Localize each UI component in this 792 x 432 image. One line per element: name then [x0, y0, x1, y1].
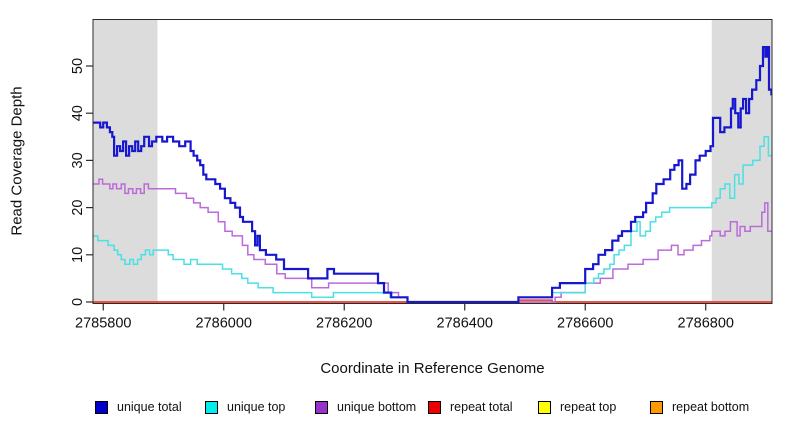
x-tick-label: 2785800: [75, 316, 131, 332]
plot-border: [92, 19, 773, 304]
y-tick-label: 10: [70, 247, 86, 263]
coverage-plot: 2785800 2786000 2786200 2786400 2786600 27868…: [70, 19, 773, 332]
legend-swatch-unique-bottom: [315, 400, 328, 414]
legend-swatch-unique-total: [95, 400, 108, 414]
legend-item-unique-bottom: unique bottom: [315, 399, 416, 415]
legend-item-repeat-bottom: repeat bottom: [650, 399, 749, 415]
x-tick-label: 2786200: [316, 316, 372, 332]
legend: unique total unique top unique bottom repea…: [0, 399, 792, 419]
legend-label-unique-top: unique top: [227, 400, 286, 414]
x-tick-label: 2786800: [678, 316, 734, 332]
y-tick-label: 20: [70, 200, 86, 216]
series-line-unique-top: [93, 136, 772, 303]
legend-label-repeat-total: repeat total: [450, 400, 513, 414]
legend-label-unique-total: unique total: [117, 400, 182, 414]
legend-swatch-repeat-top: [538, 400, 551, 414]
legend-swatch-repeat-total: [428, 400, 441, 414]
y-axis-title: Read Coverage Depth: [8, 86, 26, 236]
y-tick-label: 0: [70, 298, 86, 306]
legend-item-repeat-total: repeat total: [428, 399, 513, 415]
y-tick-label: 40: [70, 105, 86, 121]
legend-item-repeat-top: repeat top: [538, 399, 616, 415]
y-tick-label: 30: [70, 152, 86, 168]
x-axis-title: Coordinate in Reference Genome: [320, 360, 545, 377]
legend-label-unique-bottom: unique bottom: [337, 400, 417, 414]
series-line-unique-total: [93, 46, 773, 304]
legend-item-unique-top: unique top: [205, 399, 285, 415]
x-tick-label: 2786000: [196, 316, 252, 332]
legend-item-unique-total: unique total: [95, 399, 182, 415]
y-tick-label: 50: [70, 58, 86, 74]
legend-swatch-unique-top: [205, 400, 218, 414]
series-line-unique-bottom: [93, 178, 772, 303]
legend-swatch-repeat-bottom: [650, 400, 663, 414]
legend-label-repeat-top: repeat top: [560, 400, 617, 414]
legend-label-repeat-bottom: repeat bottom: [672, 400, 750, 414]
x-tick-label: 2786400: [437, 316, 493, 332]
x-tick-label: 2786600: [557, 316, 613, 332]
shaded-region: [93, 19, 158, 304]
